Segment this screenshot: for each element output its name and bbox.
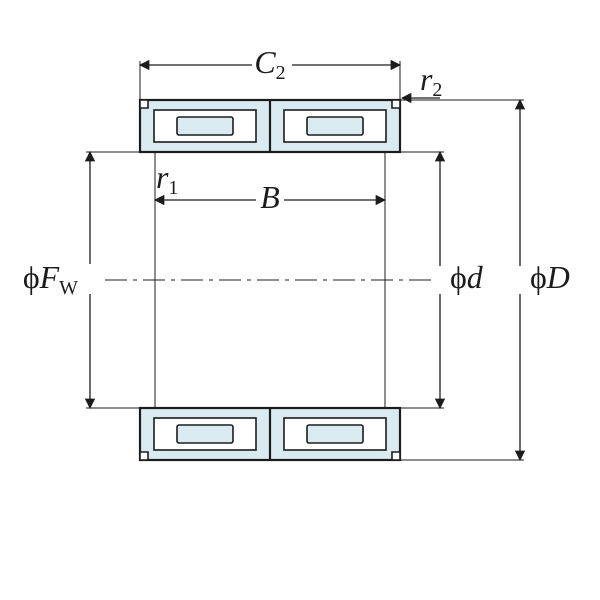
label-D: ϕD [530, 260, 570, 295]
label-Fw: ϕFW [23, 260, 78, 299]
label-d: ϕd [450, 260, 484, 295]
label-B: B [260, 180, 280, 215]
label-C2: C2 [254, 45, 285, 84]
label-r2: r2 [420, 62, 442, 101]
label-r1: r1 [156, 160, 178, 199]
